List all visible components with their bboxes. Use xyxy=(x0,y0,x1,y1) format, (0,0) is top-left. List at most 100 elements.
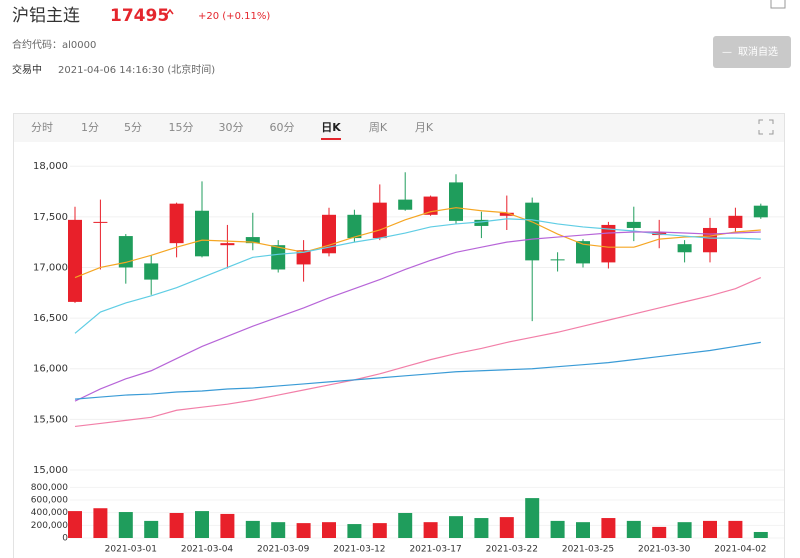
unfavorite-button[interactable] xyxy=(713,36,791,68)
volume-bar xyxy=(296,523,311,538)
price: 17495 xyxy=(110,6,169,26)
x-tick-label: 2021-03-12 xyxy=(333,545,385,555)
volume-bar xyxy=(322,522,336,538)
candle-body xyxy=(271,245,286,270)
volume-bar xyxy=(398,512,413,538)
volume-tick-label: 200,000 xyxy=(31,521,68,531)
candle-body xyxy=(474,219,489,226)
volume-bar xyxy=(626,520,641,538)
chart-panel xyxy=(13,113,785,558)
volume-bar xyxy=(144,520,159,538)
candle-body xyxy=(144,263,159,280)
price-change: +20 (+0.11%) xyxy=(198,11,270,22)
x-tick-label: 2021-03-30 xyxy=(638,545,691,555)
y-tick-label: 15,000 xyxy=(33,465,68,476)
instrument-name: 沪铝主连 xyxy=(12,6,80,26)
tab[interactable]: 日K xyxy=(321,121,341,134)
x-tick-label: 2021-03-04 xyxy=(181,545,234,555)
volume-bar xyxy=(576,522,590,538)
tab-bar xyxy=(14,114,784,142)
y-tick-label: 17,500 xyxy=(33,212,68,223)
candle-body xyxy=(398,199,413,210)
contract-code: 合约代码：al0000 xyxy=(12,38,96,51)
volume-bar xyxy=(525,498,540,538)
candle-body xyxy=(195,210,209,257)
candle-body xyxy=(220,243,235,246)
up-arrow xyxy=(166,8,174,15)
tab[interactable]: 5分 xyxy=(124,121,142,134)
volume-bar xyxy=(753,531,768,538)
x-tick-label: 2021-03-01 xyxy=(105,545,157,555)
candle-body xyxy=(118,236,133,268)
candle-body xyxy=(626,221,641,228)
candle-body xyxy=(728,215,743,228)
tab[interactable]: 30分 xyxy=(219,121,244,134)
x-tick-label: 2021-03-22 xyxy=(486,545,538,555)
x-tick-label: 2021-03-17 xyxy=(409,545,461,555)
volume-bar xyxy=(423,522,438,538)
x-tick-label: 2021-03-25 xyxy=(562,545,614,555)
corner-box xyxy=(770,0,786,9)
y-tick-label: 18,000 xyxy=(33,161,68,172)
tab[interactable]: 分时 xyxy=(31,121,53,134)
volume-bar xyxy=(652,526,667,538)
candle-body xyxy=(576,241,590,264)
volume-bar xyxy=(169,512,184,538)
x-tick-label: 2021-03-09 xyxy=(257,545,310,555)
volume-bar xyxy=(118,512,133,538)
candle-body xyxy=(753,205,768,218)
volume-bar xyxy=(449,516,463,538)
volume-bar xyxy=(195,511,209,538)
trade-status: 交易中 xyxy=(12,63,42,76)
volume-bar xyxy=(220,513,235,538)
y-tick-label: 16,000 xyxy=(33,364,68,375)
moving-average xyxy=(74,231,761,402)
candle-body xyxy=(347,214,362,239)
tab[interactable]: 周K xyxy=(369,121,388,134)
candle-body xyxy=(499,212,514,216)
button-label: 取消自选 xyxy=(738,45,778,58)
fullscreen-icon[interactable] xyxy=(758,119,774,135)
candle-body xyxy=(703,227,717,253)
moving-average xyxy=(74,277,762,428)
volume-bar xyxy=(474,518,489,538)
button-icon: — xyxy=(722,47,732,58)
candle-body xyxy=(68,219,82,302)
candle-body xyxy=(423,196,438,215)
trade-time: 2021-04-06 14:16:30 (北京时间) xyxy=(58,63,215,76)
volume-bar xyxy=(728,520,743,538)
tab[interactable]: 1分 xyxy=(81,121,99,134)
moving-average xyxy=(74,341,761,400)
volume-tick-label: 400,000 xyxy=(31,508,68,518)
volume-bar xyxy=(68,511,82,538)
volume-bar xyxy=(245,520,260,538)
y-tick-label: 15,500 xyxy=(33,414,68,425)
volume-tick-label: 0 xyxy=(62,534,68,544)
tab[interactable]: 60分 xyxy=(270,121,295,134)
volume-tick-label: 800,000 xyxy=(31,483,68,493)
x-tick-label: 2021-04-02 xyxy=(714,545,766,555)
candle-body xyxy=(169,203,184,244)
candle-body xyxy=(449,182,463,221)
volume-bar xyxy=(499,517,514,538)
tab[interactable]: 月K xyxy=(415,121,434,134)
volume-bar xyxy=(271,522,286,538)
candle-body xyxy=(677,244,692,253)
candle-body xyxy=(296,250,311,265)
y-tick-label: 17,000 xyxy=(33,262,68,273)
tab-underline xyxy=(321,138,341,140)
candle-body xyxy=(525,202,540,261)
candle-body xyxy=(550,259,565,261)
candle-body xyxy=(372,202,387,239)
volume-bar xyxy=(703,520,717,538)
tab[interactable]: 15分 xyxy=(169,121,194,134)
moving-average xyxy=(74,207,761,279)
y-tick-label: 16,500 xyxy=(33,313,68,324)
candle-body xyxy=(245,237,260,244)
volume-bar xyxy=(93,508,108,538)
volume-bar xyxy=(372,523,387,538)
volume-bar xyxy=(347,524,362,538)
candle-body xyxy=(93,221,108,223)
